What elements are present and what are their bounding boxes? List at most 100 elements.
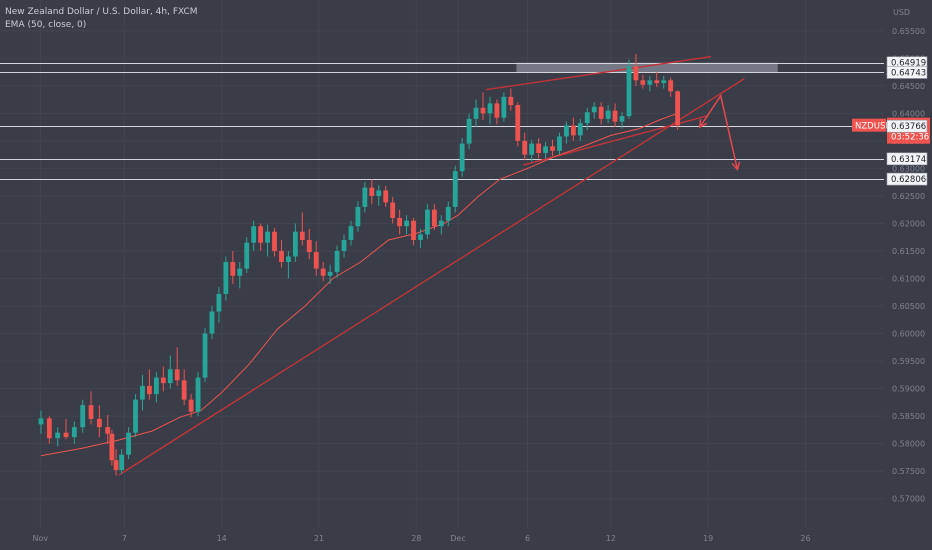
candle-down[interactable]: [383, 186, 389, 207]
candle-down[interactable]: [113, 449, 119, 476]
candle-down[interactable]: [313, 241, 319, 276]
candle-up[interactable]: [209, 306, 215, 340]
candle-up[interactable]: [543, 141, 548, 159]
candle-up[interactable]: [452, 165, 458, 213]
candle-down[interactable]: [160, 366, 166, 392]
candle-down[interactable]: [147, 369, 152, 400]
candle-up[interactable]: [119, 449, 125, 474]
candle-down[interactable]: [46, 416, 52, 444]
candle-down[interactable]: [598, 102, 604, 125]
candle-up[interactable]: [577, 118, 583, 141]
candle-up[interactable]: [445, 201, 451, 227]
candle-up[interactable]: [237, 261, 243, 289]
candle-down[interactable]: [181, 369, 187, 406]
candle-up[interactable]: [605, 105, 611, 124]
candle-up[interactable]: [292, 223, 298, 262]
candle-up[interactable]: [126, 427, 131, 460]
candle-down[interactable]: [272, 227, 277, 257]
candle-up[interactable]: [251, 220, 257, 251]
candle-body: [647, 80, 653, 85]
candle-up[interactable]: [202, 328, 208, 383]
candle-down[interactable]: [63, 418, 69, 440]
candle-up[interactable]: [133, 394, 138, 438]
candle-up[interactable]: [647, 75, 653, 92]
candle-up[interactable]: [327, 264, 333, 285]
candle-down[interactable]: [299, 212, 305, 246]
candle-down[interactable]: [431, 204, 437, 231]
candle-down[interactable]: [508, 88, 514, 111]
candle-up[interactable]: [244, 237, 250, 273]
candle-up[interactable]: [195, 372, 201, 417]
candle-down[interactable]: [109, 429, 115, 466]
candle-down[interactable]: [258, 223, 264, 251]
candle-down[interactable]: [550, 139, 555, 157]
candle-up[interactable]: [223, 256, 229, 301]
candle-up[interactable]: [71, 421, 77, 444]
candle-down[interactable]: [411, 217, 416, 246]
candle-down[interactable]: [515, 102, 521, 147]
candle-down[interactable]: [480, 92, 486, 120]
candle-up[interactable]: [529, 139, 535, 162]
candle-up[interactable]: [557, 132, 562, 155]
candle-down[interactable]: [279, 239, 284, 268]
candle-up[interactable]: [619, 112, 625, 129]
time-axis[interactable]: Nov 7 14 21 28 Dec 6 12 19 26: [32, 534, 810, 543]
candle-down[interactable]: [188, 394, 194, 418]
candle-down[interactable]: [174, 347, 180, 386]
candle-up[interactable]: [459, 138, 465, 177]
candle-up[interactable]: [466, 113, 472, 150]
candle-down[interactable]: [230, 250, 236, 285]
candle-down[interactable]: [390, 197, 396, 224]
candle-down[interactable]: [654, 72, 660, 87]
price-tick-label: 0.64500: [892, 82, 925, 91]
candle-down[interactable]: [612, 103, 618, 128]
candle-up[interactable]: [487, 96, 493, 125]
candle-down[interactable]: [88, 391, 94, 425]
candle-up[interactable]: [473, 99, 479, 128]
candles[interactable]: [38, 53, 681, 476]
candle-up[interactable]: [362, 182, 368, 213]
candle-down[interactable]: [397, 209, 403, 235]
candle-down[interactable]: [675, 90, 681, 130]
candle-up[interactable]: [286, 250, 291, 279]
candle-down[interactable]: [494, 99, 500, 125]
symbol-title[interactable]: New Zealand Dollar / U.S. Dollar, 4h, FX…: [5, 7, 198, 17]
candle-up[interactable]: [355, 201, 361, 232]
candle-up[interactable]: [341, 234, 347, 258]
candle-up[interactable]: [140, 374, 145, 411]
indicator-label[interactable]: EMA (50, close, 0): [5, 20, 87, 30]
candle-down[interactable]: [633, 53, 639, 86]
candle-up[interactable]: [626, 59, 632, 119]
candle-down[interactable]: [570, 117, 576, 141]
candle-down[interactable]: [536, 138, 542, 159]
candle-up[interactable]: [216, 286, 222, 323]
candle-up[interactable]: [55, 427, 61, 447]
candle-up[interactable]: [80, 399, 86, 433]
candle-up[interactable]: [584, 107, 590, 130]
candle-down[interactable]: [369, 179, 375, 205]
candle-up[interactable]: [153, 372, 159, 403]
candle-down[interactable]: [320, 261, 326, 282]
candle-up[interactable]: [167, 355, 173, 389]
candle-down[interactable]: [640, 74, 646, 89]
candle-up[interactable]: [438, 215, 444, 235]
candle-up[interactable]: [334, 245, 340, 278]
candle-down[interactable]: [96, 405, 102, 438]
candle-down[interactable]: [668, 77, 674, 97]
candle-down[interactable]: [105, 415, 111, 444]
candle-down[interactable]: [306, 228, 312, 260]
candle-up[interactable]: [376, 184, 382, 206]
candle-up[interactable]: [425, 204, 430, 239]
candle-up[interactable]: [591, 102, 597, 119]
candle-up[interactable]: [38, 410, 44, 434]
candle-up[interactable]: [265, 224, 270, 257]
candle-up[interactable]: [564, 121, 569, 144]
candle-up[interactable]: [418, 228, 423, 249]
candle-up[interactable]: [661, 75, 667, 89]
candle-up[interactable]: [404, 215, 409, 235]
candle-up[interactable]: [501, 92, 507, 122]
candle-up[interactable]: [348, 220, 354, 246]
candle-down[interactable]: [522, 132, 528, 161]
